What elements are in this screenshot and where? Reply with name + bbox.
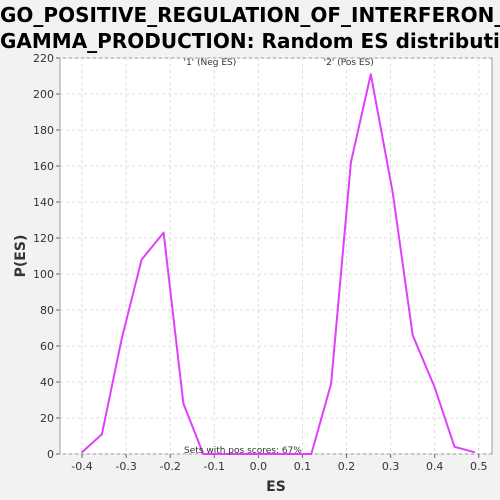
data-point [101,433,103,436]
x-tick-label: -0.3 [115,460,136,473]
grid-layer [60,57,492,455]
x-tick-label: 0.1 [294,460,312,473]
x-tick-label: -0.1 [204,460,225,473]
x-tick-label: -0.2 [159,460,180,473]
data-point [473,451,476,454]
series-layer [81,73,476,455]
data-point [411,334,414,337]
data-point [81,451,83,454]
chart-title-line-2: GAMMA_PRODUCTION: Random ES distribution [0,29,500,53]
x-tick-label: -0.4 [71,460,92,473]
data-point [369,73,372,75]
axis-layer: -0.4 -0.3 -0.2 -0.1 0.0 0.1 0.2 0.3 0.4 0.5 0 20 40 6… [33,52,488,473]
data-point [202,453,205,455]
annotation-label: Sets with pos scores: 67% [184,446,302,456]
data-point [433,386,436,389]
data-point [453,446,456,448]
y-tick-label: 20 [40,412,54,425]
x-tick-label: 0.0 [250,460,268,473]
x-tick-label: 0.3 [382,460,400,473]
data-point [162,231,165,234]
y-tick-label: 60 [40,340,54,353]
annotation-label: '1' (Neg ES) [183,58,236,68]
data-point [120,338,123,340]
y-tick-label: 80 [40,304,54,317]
y-tick-label: 0 [47,448,54,461]
data-point [140,258,143,261]
x-tick-label: 0.5 [470,460,488,473]
y-tick-label: 180 [33,124,54,137]
data-point [350,161,352,164]
series-line [81,73,475,455]
data-point [330,383,332,385]
data-point [392,192,394,194]
x-axis-label: ES [266,479,286,495]
x-tick-label: 0.4 [426,460,444,473]
chart-title-line-1: GO_POSITIVE_REGULATION_OF_INTERFERON_ [0,3,500,27]
y-tick-label: 200 [33,88,54,101]
y-tick-label: 160 [33,160,54,173]
y-tick-label: 140 [33,196,54,209]
y-tick-label: 100 [33,268,54,281]
y-tick-label: 120 [33,232,54,245]
x-tick-label: 0.2 [338,460,356,473]
chart-title: GO_POSITIVE_REGULATION_OF_INTERFERON_ GA… [0,2,500,54]
annotation-label: '2' (Pos ES) [324,58,374,68]
annotation-layer: '1' (Neg ES) '2' (Pos ES) Sets with pos sc… [183,58,373,456]
data-point [182,402,185,405]
plot-background [59,57,493,455]
y-tick-label: 220 [33,52,54,65]
y-tick-label: 40 [40,376,54,389]
data-point [310,453,313,455]
y-axis-label: P(ES) [13,235,29,278]
